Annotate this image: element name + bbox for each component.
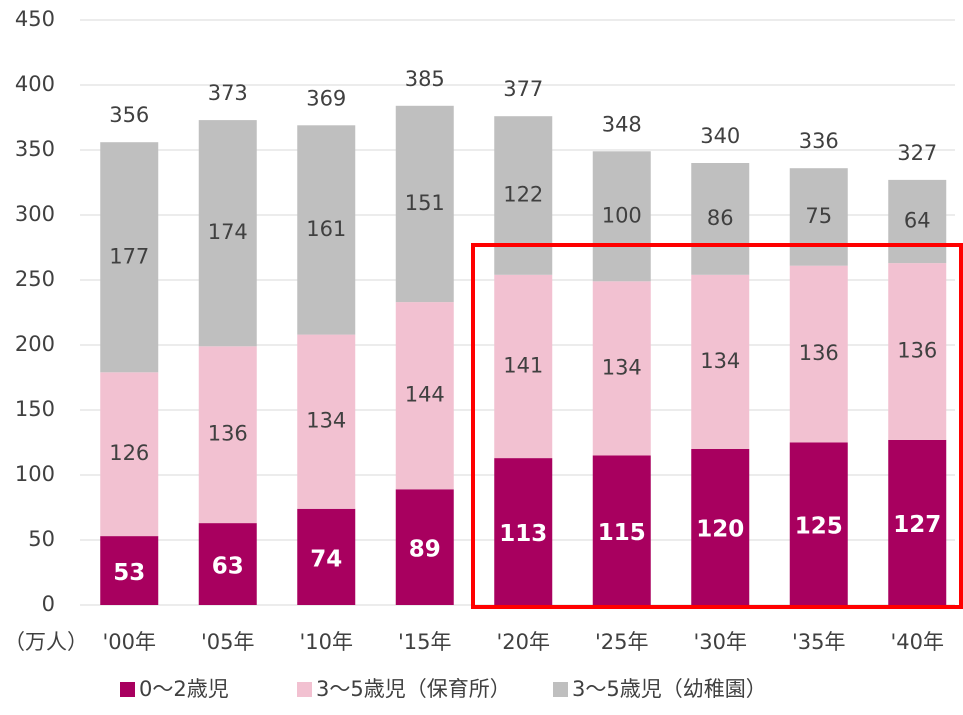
- bar-segment: [100, 142, 159, 373]
- y-tick-label: 300: [15, 202, 55, 226]
- legend-label: 3～5歳児（保育所）: [316, 677, 511, 701]
- bar-segment: [888, 179, 947, 264]
- y-tick-label: 350: [15, 137, 55, 161]
- data-label: 89: [409, 537, 441, 563]
- x-tick-label: '20年: [497, 630, 551, 654]
- data-label: 100: [602, 203, 642, 227]
- data-label: 134: [602, 355, 642, 379]
- bar-segment: [100, 372, 159, 537]
- bar-segment: [789, 168, 848, 266]
- y-tick-label: 0: [42, 592, 55, 616]
- bar-segment: [198, 346, 257, 524]
- y-tick-label: 150: [15, 397, 55, 421]
- total-label: 327: [897, 141, 937, 165]
- data-label: 136: [897, 339, 937, 363]
- x-tick-label: '05年: [201, 630, 255, 654]
- bar-segment: [395, 105, 454, 303]
- x-tick-label: '30年: [694, 630, 748, 654]
- highlight-box: [471, 243, 963, 609]
- data-label: 134: [306, 409, 346, 433]
- x-tick-label: '10年: [300, 630, 354, 654]
- data-label: 136: [799, 341, 839, 365]
- x-tick-label: '35年: [792, 630, 846, 654]
- data-label: 141: [503, 353, 543, 377]
- total-label: 385: [405, 67, 445, 91]
- x-tick-label: '25年: [595, 630, 649, 654]
- bar-segment: [100, 536, 159, 605]
- bar-segment: [395, 302, 454, 490]
- data-label: 126: [109, 441, 149, 465]
- bar-segment: [297, 508, 356, 605]
- bar-segment: [888, 439, 947, 605]
- bar-segment: [691, 163, 750, 275]
- x-tick-label: '40年: [891, 630, 945, 654]
- y-tick-label: 450: [15, 7, 55, 31]
- y-tick-label: 100: [15, 462, 55, 486]
- data-label: 161: [306, 217, 346, 241]
- total-label: 336: [799, 129, 839, 153]
- total-label: 369: [306, 86, 346, 110]
- bar-segment: [888, 263, 947, 440]
- total-label: 348: [602, 112, 642, 136]
- data-label: 74: [310, 546, 342, 572]
- total-label: 340: [700, 124, 740, 148]
- bar-segment: [395, 489, 454, 605]
- bar-segment: [494, 116, 553, 275]
- data-label: 53: [113, 560, 145, 586]
- bar-segment: [297, 334, 356, 509]
- data-label: 120: [696, 517, 744, 543]
- legend-swatch: [120, 682, 135, 697]
- y-tick-label: 400: [15, 72, 55, 96]
- bar-segment: [789, 265, 848, 443]
- legend-swatch: [297, 682, 312, 697]
- data-label: 144: [405, 383, 445, 407]
- data-label: 122: [503, 183, 543, 207]
- bar-segment: [789, 442, 848, 605]
- bar-segment: [592, 281, 651, 456]
- y-tick-label: 250: [15, 267, 55, 291]
- x-tick-label: '15年: [398, 630, 452, 654]
- data-label: 151: [405, 191, 445, 215]
- total-label: 356: [109, 103, 149, 127]
- total-label: 373: [208, 81, 248, 105]
- data-label: 113: [499, 521, 547, 547]
- bar-segment: [494, 274, 553, 459]
- data-label: 177: [109, 244, 149, 268]
- data-label: 64: [904, 209, 931, 233]
- legend-label: 0～2歳児: [139, 677, 229, 701]
- legend-swatch: [553, 682, 568, 697]
- data-label: 134: [700, 349, 740, 373]
- bar-segment: [198, 523, 257, 605]
- y-tick-label: 50: [28, 527, 55, 551]
- bar-segment: [592, 151, 651, 282]
- data-label: 136: [208, 422, 248, 446]
- x-tick-label: '00年: [103, 630, 157, 654]
- y-tick-label: 200: [15, 332, 55, 356]
- bar-segment: [691, 449, 750, 605]
- data-label: 86: [707, 206, 734, 230]
- data-label: 125: [795, 513, 843, 539]
- bar-segment: [691, 274, 750, 449]
- bar-segment: [297, 125, 356, 335]
- bar-segment: [592, 455, 651, 605]
- data-label: 127: [893, 512, 941, 538]
- data-label: 75: [805, 204, 832, 228]
- data-label: 63: [212, 554, 244, 580]
- total-label: 377: [503, 77, 543, 101]
- bar-segment: [198, 120, 257, 347]
- legend-label: 3～5歳児（幼稚園）: [572, 677, 767, 701]
- bar-segment: [494, 458, 553, 605]
- data-label: 115: [598, 520, 646, 546]
- data-label: 174: [208, 220, 248, 244]
- unit-label: （万人）: [4, 630, 88, 654]
